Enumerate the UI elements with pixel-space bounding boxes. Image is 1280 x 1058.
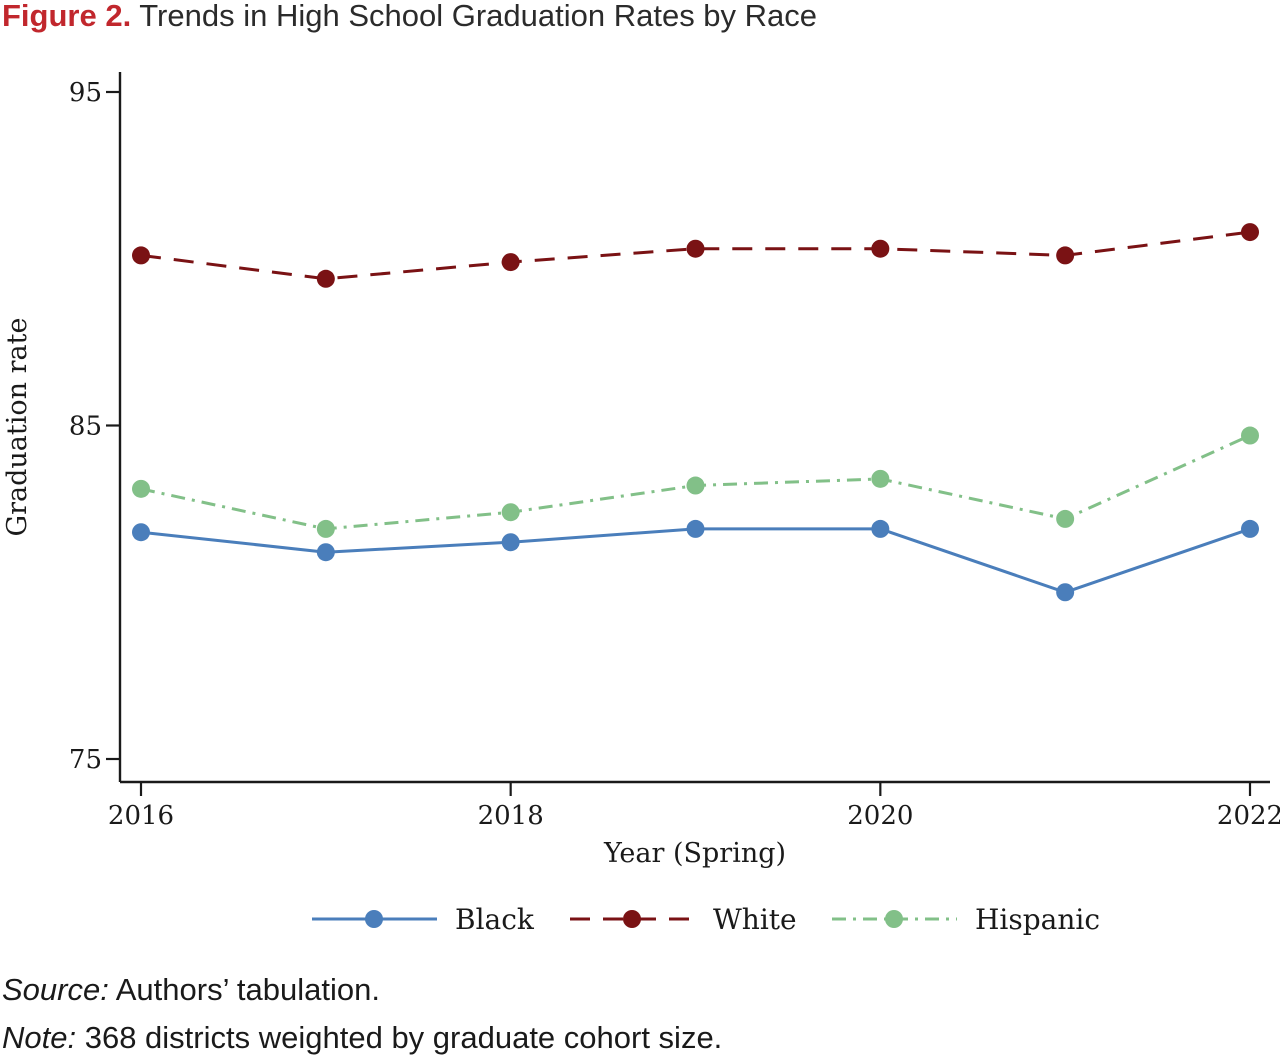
y-tick-label: 95 <box>69 78 102 108</box>
source-label: Source: <box>2 972 109 1007</box>
legend-label-black: Black <box>455 903 535 936</box>
data-point-black <box>1241 519 1259 538</box>
chart-series <box>132 223 1259 602</box>
x-tick-label: 2022 <box>1217 801 1280 831</box>
note-label: Note: <box>2 1020 77 1055</box>
series-white <box>132 223 1259 288</box>
data-point-black <box>501 533 520 552</box>
data-point-black <box>316 543 335 562</box>
figure-title-text: Trends in High School Graduation Rates b… <box>139 0 818 33</box>
figure-title: Figure 2. Trends in High School Graduati… <box>2 0 817 36</box>
figure-label: Figure 2. <box>2 0 132 33</box>
legend-swatch-marker <box>623 910 641 928</box>
legend-swatch-marker <box>885 910 903 928</box>
x-tick-label: 2016 <box>108 801 174 831</box>
data-point-black <box>132 523 150 542</box>
data-point-black <box>686 519 705 538</box>
source-note: Source: Authors’ tabulation. <box>2 970 380 1010</box>
chart-axes: 75 85 95 2016 2018 2020 2022 <box>69 72 1280 831</box>
data-point-hispanic <box>1056 509 1075 528</box>
legend-swatch-marker <box>365 910 383 928</box>
data-point-white <box>871 239 890 258</box>
data-point-hispanic <box>871 469 890 488</box>
line-chart: 75 85 95 2016 2018 2020 2022 Year (Spring) Gra… <box>2 72 1280 936</box>
legend-label-white: White <box>713 903 797 936</box>
data-point-white <box>501 253 520 272</box>
data-point-black <box>1056 583 1075 602</box>
note-text: 368 districts weighted by graduate cohor… <box>76 1020 723 1055</box>
data-point-hispanic <box>132 479 150 498</box>
data-point-hispanic <box>686 476 705 495</box>
y-tick-label: 85 <box>69 412 102 442</box>
series-line-black <box>140 527 1251 594</box>
source-text: Authors’ tabulation. <box>108 972 380 1007</box>
data-point-hispanic <box>501 503 520 522</box>
data-point-white <box>132 246 150 265</box>
data-point-hispanic <box>316 519 335 538</box>
legend-item-white: White <box>570 903 797 936</box>
y-axis-title: Graduation rate <box>2 318 33 537</box>
legend-item-black: Black <box>312 903 535 936</box>
data-point-black <box>871 519 890 538</box>
data-point-white <box>1241 223 1259 242</box>
series-hispanic <box>132 426 1259 538</box>
data-point-white <box>316 269 335 288</box>
x-tick-label: 2020 <box>847 801 913 831</box>
series-black <box>132 519 1259 602</box>
x-axis-title: Year (Spring) <box>603 838 786 869</box>
legend-label-hispanic: Hispanic <box>975 903 1100 936</box>
data-point-white <box>686 239 705 258</box>
y-tick-label: 75 <box>69 745 102 775</box>
legend-item-hispanic: Hispanic <box>832 903 1100 936</box>
data-point-hispanic <box>1241 426 1259 445</box>
chart-legend: Black White Hispanic <box>312 903 1100 936</box>
x-tick-label: 2018 <box>478 801 544 831</box>
sample-note: Note: 368 districts weighted by graduate… <box>2 1018 722 1058</box>
data-point-white <box>1056 246 1075 265</box>
